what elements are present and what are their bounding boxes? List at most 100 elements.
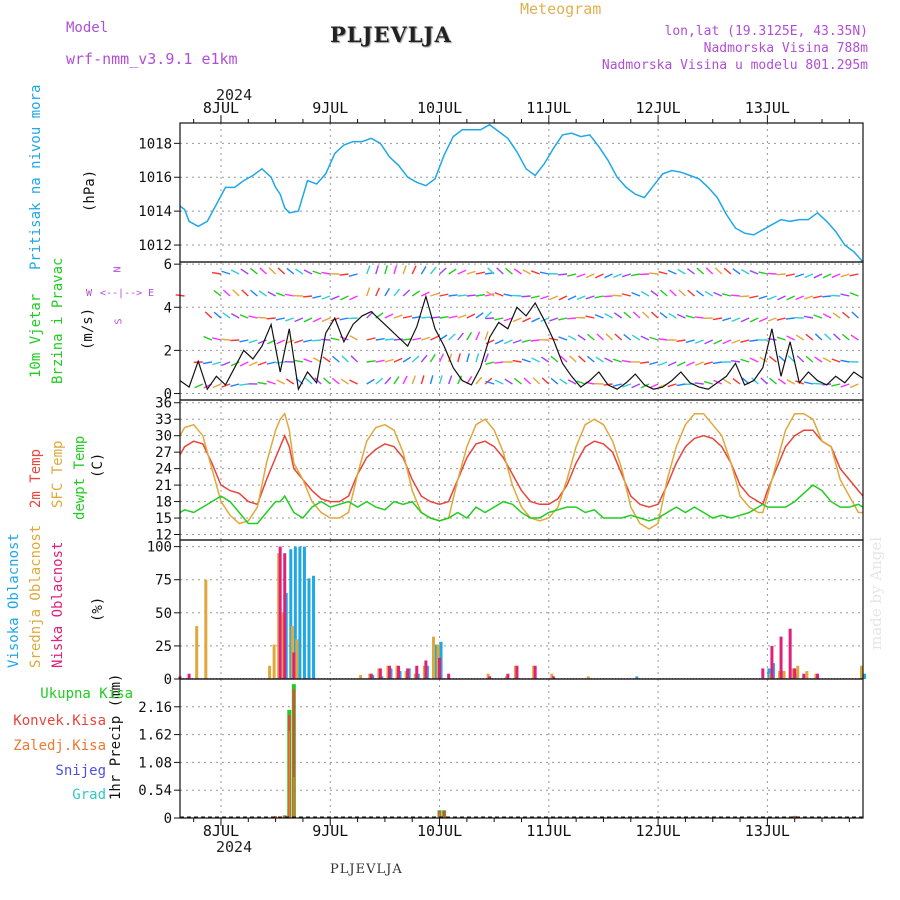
wind-arrow [213, 311, 222, 319]
cloud-bar [378, 668, 382, 679]
wind-arrow [649, 383, 659, 389]
wind-arrow [731, 294, 741, 297]
wind-arrow [494, 379, 504, 385]
wind-arrow [824, 333, 832, 341]
wind-arrow [567, 379, 577, 385]
wind-arrow [250, 289, 258, 297]
y-tick-label: 2 [164, 343, 172, 359]
wind-arrow [384, 265, 388, 275]
wind-arrow [475, 376, 483, 385]
wind-arrow [521, 358, 531, 363]
wind-arrow [740, 268, 750, 275]
wind-arrow [558, 295, 568, 301]
wind-arrow [650, 311, 659, 319]
wind-arrow [758, 271, 768, 275]
wind-arrow [393, 314, 403, 319]
wind-arrow [613, 312, 623, 319]
wind-arrow [438, 353, 444, 363]
wind-ylabel-2: Brzina i Pravac [50, 257, 66, 384]
wind-arrow [849, 273, 859, 277]
wind-arrow [604, 313, 613, 319]
wind-arrow [530, 339, 540, 342]
wind-arrow [349, 295, 358, 301]
wind-arrow [194, 383, 204, 389]
cloud-bar [761, 668, 765, 679]
wind-arrow [322, 356, 331, 363]
wind-arrow [749, 295, 759, 299]
wind-arrow [275, 317, 285, 321]
wind-arrow [314, 377, 322, 385]
wind-arrow [420, 354, 428, 363]
bottom-day-label: 13JUL [745, 822, 790, 840]
top-day-label: 8JUL [203, 99, 239, 117]
wind-arrow [703, 380, 713, 385]
wind-arrow [384, 338, 394, 341]
wind-arrow [295, 268, 304, 275]
wind-arrow [831, 294, 841, 297]
wind-arrow [512, 294, 522, 297]
wind-arrow [195, 292, 203, 296]
wind-arrow [622, 383, 632, 388]
wind-arrow [814, 356, 823, 363]
wind-arrow [677, 268, 686, 275]
wind-arrow [211, 271, 222, 275]
wind-arrow [375, 337, 385, 341]
temp-line [179, 484, 864, 525]
wind-arrow [187, 312, 194, 318]
wind-arrow [393, 265, 398, 275]
pressure-unit: (hPa) [82, 169, 98, 212]
y-tick-label: 33 [155, 412, 172, 428]
cloud-bar [802, 673, 806, 679]
wind-arrow [667, 269, 677, 275]
wind-arrow [796, 355, 805, 363]
compass-west: W [86, 288, 93, 299]
cloud-bar [415, 665, 419, 679]
wind-arrow [303, 269, 313, 275]
wind-arrow [348, 317, 358, 320]
wind-speed-line [179, 294, 864, 392]
wind-arrow [649, 361, 659, 365]
tick-labels: 8JUL 8JUL 9JUL 9JUL 10JUL 10JUL 11JUL 11JUL 12JU… [138, 99, 790, 840]
wind-arrow [805, 355, 814, 363]
wind-arrow [531, 317, 541, 323]
precip-bar [292, 689, 296, 818]
wind-arrow [658, 270, 668, 275]
y-tick-label: 18 [155, 495, 172, 511]
legend-hail: Grad [72, 787, 106, 803]
wind-arrow [632, 311, 641, 319]
wind-arrow [530, 295, 540, 299]
wind-arrow [631, 334, 641, 341]
wind-arrow [769, 377, 777, 385]
wind-arrow [285, 378, 295, 385]
wind-arrow [705, 267, 714, 275]
y-tick-label: 6 [164, 257, 172, 273]
wind-arrow [484, 353, 489, 363]
wind-arrow [722, 378, 732, 385]
wind-arrow [439, 293, 449, 297]
cloud-bar [533, 665, 537, 679]
wind-arrow [559, 378, 568, 385]
wind-arrow [850, 334, 859, 341]
y-tick-label: 1018 [138, 136, 172, 152]
grid-lines [180, 123, 863, 819]
top-year-label: 2024 [216, 86, 253, 104]
wind-arrow [240, 268, 249, 275]
panel-frame [179, 399, 864, 541]
wind-arrow [731, 339, 741, 344]
wind-arrow [712, 317, 722, 321]
pressure-line [179, 123, 864, 263]
wind-arrow [420, 265, 427, 275]
cloud-bar [796, 665, 800, 679]
wind-arrow [429, 375, 434, 385]
wind-arrow [494, 317, 504, 321]
y-tick-label: 1.08 [138, 755, 172, 771]
wind-arrow [258, 290, 267, 297]
wind-arrow [567, 335, 577, 341]
cloud-bar [298, 546, 302, 679]
wind-arrow [640, 383, 650, 389]
wind-arrow [813, 314, 823, 319]
wind-arrow [749, 317, 759, 323]
wind-arrow [212, 337, 222, 341]
y-tick-label: 0.54 [138, 783, 172, 799]
bottom-day-label: 9JUL [312, 822, 348, 840]
